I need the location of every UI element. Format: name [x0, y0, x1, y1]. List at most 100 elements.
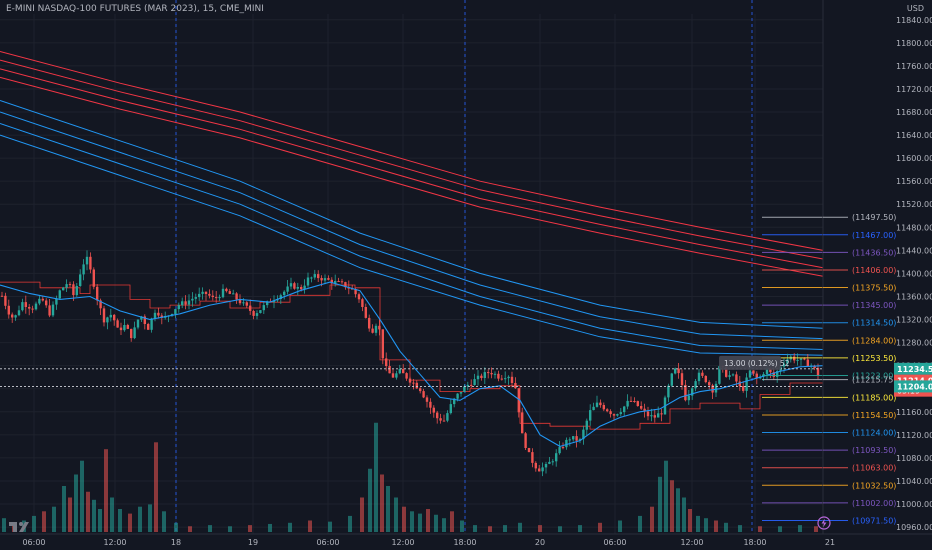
- time-tick-label: 12:00: [391, 538, 414, 547]
- candle-body: [310, 277, 313, 279]
- time-tick-label: 18:00: [453, 538, 476, 547]
- price-axis-bg: [823, 0, 932, 550]
- candle-body: [7, 305, 10, 315]
- candle-body: [79, 274, 82, 286]
- candle-body: [718, 366, 721, 384]
- candle-body: [55, 298, 58, 305]
- candle-body: [748, 370, 752, 378]
- candle-body: [650, 415, 653, 417]
- candle-body: [609, 411, 612, 415]
- candle-body: [398, 369, 401, 374]
- volume-bar: [148, 504, 152, 532]
- candle-body: [330, 279, 333, 284]
- candle-body: [17, 310, 21, 316]
- candle-body: [364, 307, 367, 318]
- price-tick-label: 10960.00: [896, 523, 932, 532]
- time-tick-label: 06:00: [22, 538, 45, 547]
- candle-body: [4, 295, 7, 306]
- volume-bar: [488, 526, 492, 532]
- candle-body: [194, 297, 197, 299]
- price-tick-label: 11280.00: [896, 339, 932, 348]
- candle-body: [711, 385, 714, 393]
- candle-body: [704, 376, 707, 383]
- candle-body: [296, 287, 299, 289]
- candle-body: [626, 400, 629, 407]
- candle-body: [119, 327, 123, 331]
- volume-bar: [724, 522, 728, 532]
- volume-bar: [538, 525, 542, 532]
- volume-bar: [288, 522, 292, 532]
- volume-bar: [658, 476, 662, 532]
- candle-body: [480, 375, 483, 378]
- candle-body: [490, 373, 493, 375]
- ema-blue-line-0: [0, 100, 824, 329]
- candle-body: [337, 281, 340, 282]
- lightning-icon[interactable]: [817, 516, 831, 530]
- volume-bar: [110, 497, 114, 532]
- candle-body: [714, 383, 718, 393]
- candle-body: [262, 305, 265, 311]
- volume-bar: [696, 515, 700, 532]
- candle-body: [415, 382, 418, 389]
- candle-body: [340, 281, 344, 283]
- tradingview-logo-icon[interactable]: [8, 520, 32, 534]
- candle-body: [357, 294, 361, 300]
- candle-body: [289, 283, 293, 287]
- volume-bar: [450, 511, 454, 532]
- candle-body: [796, 359, 799, 361]
- volume-bar: [518, 522, 522, 532]
- time-tick-label: 12:00: [680, 538, 703, 547]
- candle-body: [378, 325, 381, 330]
- price-tick-label: 11680.00: [896, 108, 932, 117]
- candle-body: [187, 300, 191, 305]
- candle-body: [157, 312, 160, 316]
- candle-body: [242, 302, 245, 304]
- candle-body: [657, 413, 660, 418]
- time-tick-label: 20: [535, 538, 545, 547]
- candle-body: [487, 372, 490, 374]
- price-tick-label: 11320.00: [896, 316, 932, 325]
- candle-body: [385, 358, 388, 366]
- candle-body: [629, 400, 633, 402]
- candle-body: [327, 278, 330, 280]
- candle-body: [816, 367, 820, 376]
- candle-body: [432, 407, 435, 413]
- candle-body: [62, 287, 65, 291]
- candle-body: [221, 288, 225, 298]
- candle-body: [755, 373, 758, 379]
- candle-body: [371, 328, 374, 333]
- candle-body: [252, 311, 255, 316]
- volume-bar: [410, 511, 414, 532]
- level-label-axis: (11185.00): [852, 393, 896, 402]
- price-tick-label: 11600.00: [896, 154, 932, 163]
- volume-bar: [638, 515, 642, 532]
- candle-body: [130, 328, 133, 339]
- volume-bar: [394, 497, 398, 532]
- candle-body: [776, 371, 779, 377]
- price-tag-lower-bg: [894, 380, 932, 393]
- candle-body: [259, 310, 262, 313]
- candle-body: [38, 298, 41, 304]
- volume-bar: [92, 499, 96, 532]
- candle-body: [293, 283, 296, 289]
- candle-body: [215, 297, 218, 299]
- candle-body: [442, 420, 446, 422]
- price-tag-lower: 11204.00: [897, 382, 932, 391]
- candle-body: [806, 359, 809, 367]
- candle-body: [82, 264, 85, 275]
- candle-body: [153, 312, 157, 319]
- volume-bar: [98, 509, 102, 532]
- candle-body: [300, 287, 303, 290]
- candle-body: [184, 301, 187, 305]
- symbol-title[interactable]: E-MINI NASDAQ-100 FUTURES (MAR 2023), 15…: [6, 4, 264, 14]
- price-tick-label: 11120.00: [896, 431, 932, 440]
- candle-body: [449, 404, 452, 414]
- candle-body: [527, 448, 531, 453]
- candle-body: [126, 325, 129, 329]
- candle-body: [602, 405, 605, 410]
- candle-body: [99, 300, 102, 309]
- candle-body: [45, 300, 48, 306]
- volume-bar: [386, 486, 390, 532]
- volume-bar: [154, 442, 158, 532]
